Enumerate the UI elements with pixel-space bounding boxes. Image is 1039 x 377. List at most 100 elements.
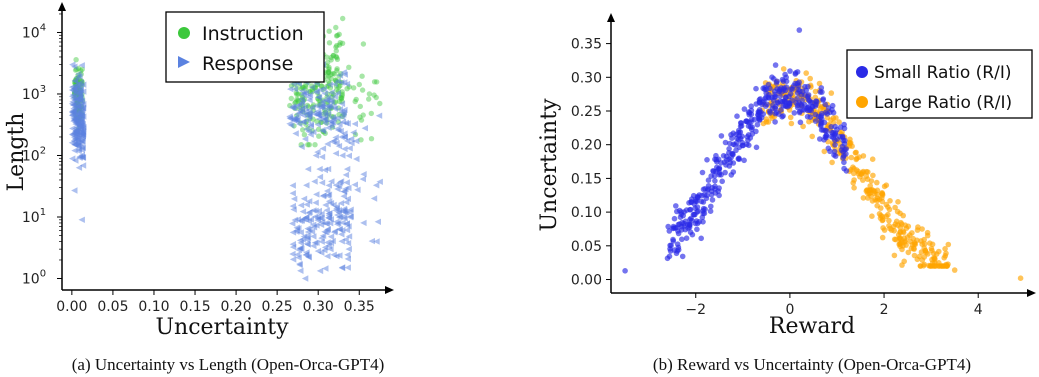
instruction-point bbox=[337, 40, 343, 46]
x-tick-label-b: −2 bbox=[685, 302, 706, 318]
small-ratio-point bbox=[719, 178, 725, 185]
response-point bbox=[303, 201, 310, 208]
small-ratio-point bbox=[763, 94, 769, 101]
small-ratio-point bbox=[736, 156, 742, 162]
response-point bbox=[318, 249, 325, 256]
large-ratio-point bbox=[851, 165, 857, 172]
instruction-point bbox=[330, 52, 337, 59]
response-point bbox=[327, 233, 335, 240]
response-point bbox=[297, 229, 304, 236]
small-ratio-point bbox=[678, 211, 684, 218]
response-point bbox=[334, 115, 341, 122]
large-ratio-point bbox=[919, 226, 925, 232]
response-point bbox=[338, 79, 345, 86]
large-ratio-point bbox=[879, 190, 885, 196]
response-point bbox=[323, 226, 331, 234]
large-ratio-point bbox=[879, 234, 886, 241]
response-point bbox=[326, 210, 333, 217]
response-point bbox=[73, 74, 81, 81]
response-point bbox=[373, 238, 380, 245]
response-point bbox=[339, 152, 346, 159]
response-point bbox=[289, 243, 297, 251]
small-ratio-point bbox=[841, 159, 847, 166]
large-ratio-point bbox=[816, 80, 823, 87]
large-ratio-point bbox=[868, 178, 875, 184]
response-point bbox=[333, 140, 340, 147]
large-ratio-point bbox=[924, 229, 931, 236]
small-ratio-point bbox=[741, 157, 747, 164]
response-point bbox=[317, 100, 325, 107]
response-point bbox=[343, 199, 350, 206]
small-ratio-point bbox=[696, 219, 702, 225]
response-point bbox=[296, 120, 303, 128]
small-ratio-point bbox=[808, 107, 814, 114]
instruction-point bbox=[295, 98, 301, 105]
response-point bbox=[307, 122, 314, 130]
response-point bbox=[310, 110, 317, 117]
response-point bbox=[310, 242, 317, 250]
small-ratio-point bbox=[772, 119, 778, 125]
small-ratio-point bbox=[709, 197, 716, 203]
response-point bbox=[324, 253, 331, 260]
response-point bbox=[340, 69, 347, 76]
small-ratio-point bbox=[708, 203, 714, 210]
response-point bbox=[289, 190, 296, 197]
response-point bbox=[315, 207, 322, 215]
response-point bbox=[339, 219, 346, 226]
legend-b: Small Ratio (R/I) Large Ratio (R/I) bbox=[846, 49, 1033, 119]
instruction-point bbox=[294, 96, 300, 103]
response-point bbox=[288, 122, 295, 129]
small-ratio-point bbox=[843, 146, 849, 152]
large-ratio-point bbox=[929, 241, 936, 248]
y-tick-label-b: 0.20 bbox=[571, 138, 602, 154]
response-point bbox=[298, 143, 305, 150]
large-ratio-point bbox=[942, 246, 948, 252]
instruction-point bbox=[366, 91, 373, 97]
response-point bbox=[303, 182, 310, 189]
small-ratio-point bbox=[711, 173, 718, 179]
response-point bbox=[347, 206, 354, 213]
large-ratio-point bbox=[851, 177, 857, 183]
response-point bbox=[69, 61, 76, 68]
instruction-point bbox=[331, 71, 337, 77]
response-point bbox=[340, 188, 347, 195]
response-point bbox=[71, 187, 78, 194]
small-ratio-point bbox=[767, 110, 773, 116]
y-ticks-b: 0.00 0.05 0.10 0.15 0.20 0.25 0.30 0.35 bbox=[571, 37, 611, 289]
response-point bbox=[73, 88, 81, 96]
response-point bbox=[291, 86, 298, 93]
y-axis-arrow-b bbox=[607, 13, 615, 22]
response-point bbox=[339, 227, 346, 234]
response-point bbox=[345, 245, 352, 253]
response-point bbox=[307, 131, 314, 138]
small-ratio-point bbox=[673, 203, 679, 209]
instruction-point bbox=[339, 40, 346, 46]
response-point bbox=[343, 220, 350, 227]
small-ratio-point bbox=[748, 116, 755, 123]
instruction-point bbox=[357, 103, 363, 110]
small-ratio-point bbox=[753, 85, 759, 92]
small-ratio-point bbox=[822, 101, 828, 108]
response-point bbox=[71, 147, 78, 154]
response-point bbox=[76, 93, 83, 101]
response-point bbox=[79, 154, 86, 161]
response-point bbox=[69, 155, 76, 162]
response-point bbox=[78, 112, 86, 119]
response-point bbox=[375, 112, 383, 119]
response-point bbox=[311, 178, 318, 185]
small-ratio-point bbox=[793, 100, 799, 106]
points-b bbox=[622, 27, 1024, 282]
large-ratio-point bbox=[911, 245, 917, 252]
large-ratio-point bbox=[829, 159, 835, 166]
small-ratio-point bbox=[688, 199, 694, 205]
response-point bbox=[315, 94, 322, 101]
large-ratio-point bbox=[870, 172, 876, 179]
instruction-point bbox=[334, 66, 340, 72]
response-point bbox=[307, 216, 314, 223]
small-ratio-point bbox=[689, 231, 696, 238]
response-point bbox=[321, 166, 328, 174]
large-ratio-point bbox=[920, 263, 927, 269]
y-axis-label-a: Length bbox=[4, 113, 29, 192]
large-ratio-point bbox=[897, 210, 903, 217]
